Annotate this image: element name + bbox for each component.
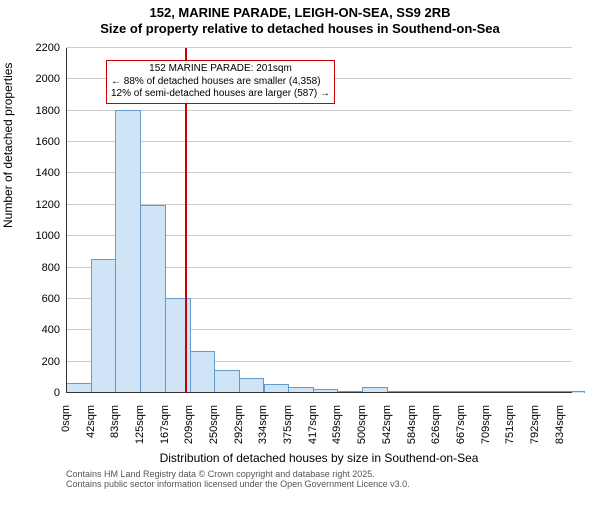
x-axis-line [66, 392, 572, 393]
y-tick-label: 1800 [0, 105, 60, 117]
x-tick-label: 292sqm [233, 405, 245, 505]
y-tick-label: 1000 [0, 230, 60, 242]
y-tick-label: 600 [0, 293, 60, 305]
x-tick-label: 83sqm [109, 405, 121, 505]
x-tick-label: 500sqm [356, 405, 368, 505]
histogram-bar [190, 351, 216, 393]
histogram-bar [140, 205, 166, 393]
gridline [66, 110, 572, 111]
y-axis-line [66, 48, 67, 393]
x-tick-label: 250sqm [208, 405, 220, 505]
x-tick-label: 0sqm [60, 405, 72, 505]
annotation-line-1: 152 MARINE PARADE: 201sqm [111, 63, 330, 76]
annotation-box: 152 MARINE PARADE: 201sqm← 88% of detach… [106, 60, 335, 104]
chart-title-main: 152, MARINE PARADE, LEIGH-ON-SEA, SS9 2R… [0, 0, 600, 21]
y-tick-label: 0 [0, 387, 60, 399]
x-tick-label: 667sqm [455, 405, 467, 505]
x-tick-label: 542sqm [381, 405, 393, 505]
gridline [66, 47, 572, 48]
y-tick-label: 2200 [0, 42, 60, 54]
x-tick-label: 751sqm [504, 405, 516, 505]
x-tick-label: 334sqm [257, 405, 269, 505]
x-tick-label: 125sqm [134, 405, 146, 505]
x-tick-label: 209sqm [183, 405, 195, 505]
histogram-bar [115, 110, 141, 393]
annotation-line-2: ← 88% of detached houses are smaller (4,… [111, 76, 330, 89]
y-tick-label: 1400 [0, 167, 60, 179]
x-tick-label: 834sqm [554, 405, 566, 505]
x-tick-label: 375sqm [282, 405, 294, 505]
histogram-bar [239, 378, 265, 393]
chart-container: 152, MARINE PARADE, LEIGH-ON-SEA, SS9 2R… [0, 0, 600, 500]
x-tick-label: 417sqm [307, 405, 319, 505]
y-tick-label: 200 [0, 356, 60, 368]
gridline [66, 141, 572, 142]
x-tick-label: 709sqm [480, 405, 492, 505]
x-tick-label: 792sqm [529, 405, 541, 505]
gridline [66, 172, 572, 173]
plot-area: 152 MARINE PARADE: 201sqm← 88% of detach… [66, 48, 572, 393]
x-tick-label: 584sqm [406, 405, 418, 505]
y-tick-label: 800 [0, 262, 60, 274]
x-tick-label: 626sqm [430, 405, 442, 505]
y-axis-label: Number of detached properties [1, 212, 15, 228]
y-tick-label: 2000 [0, 73, 60, 85]
y-tick-label: 400 [0, 324, 60, 336]
chart-title-sub: Size of property relative to detached ho… [0, 21, 600, 36]
y-tick-label: 1200 [0, 199, 60, 211]
x-tick-label: 459sqm [331, 405, 343, 505]
y-tick-label: 1600 [0, 136, 60, 148]
annotation-line-3: 12% of semi-detached houses are larger (… [111, 88, 330, 101]
histogram-bar [91, 259, 117, 393]
x-tick-label: 167sqm [159, 405, 171, 505]
histogram-bar [214, 370, 240, 393]
x-tick-label: 42sqm [85, 405, 97, 505]
